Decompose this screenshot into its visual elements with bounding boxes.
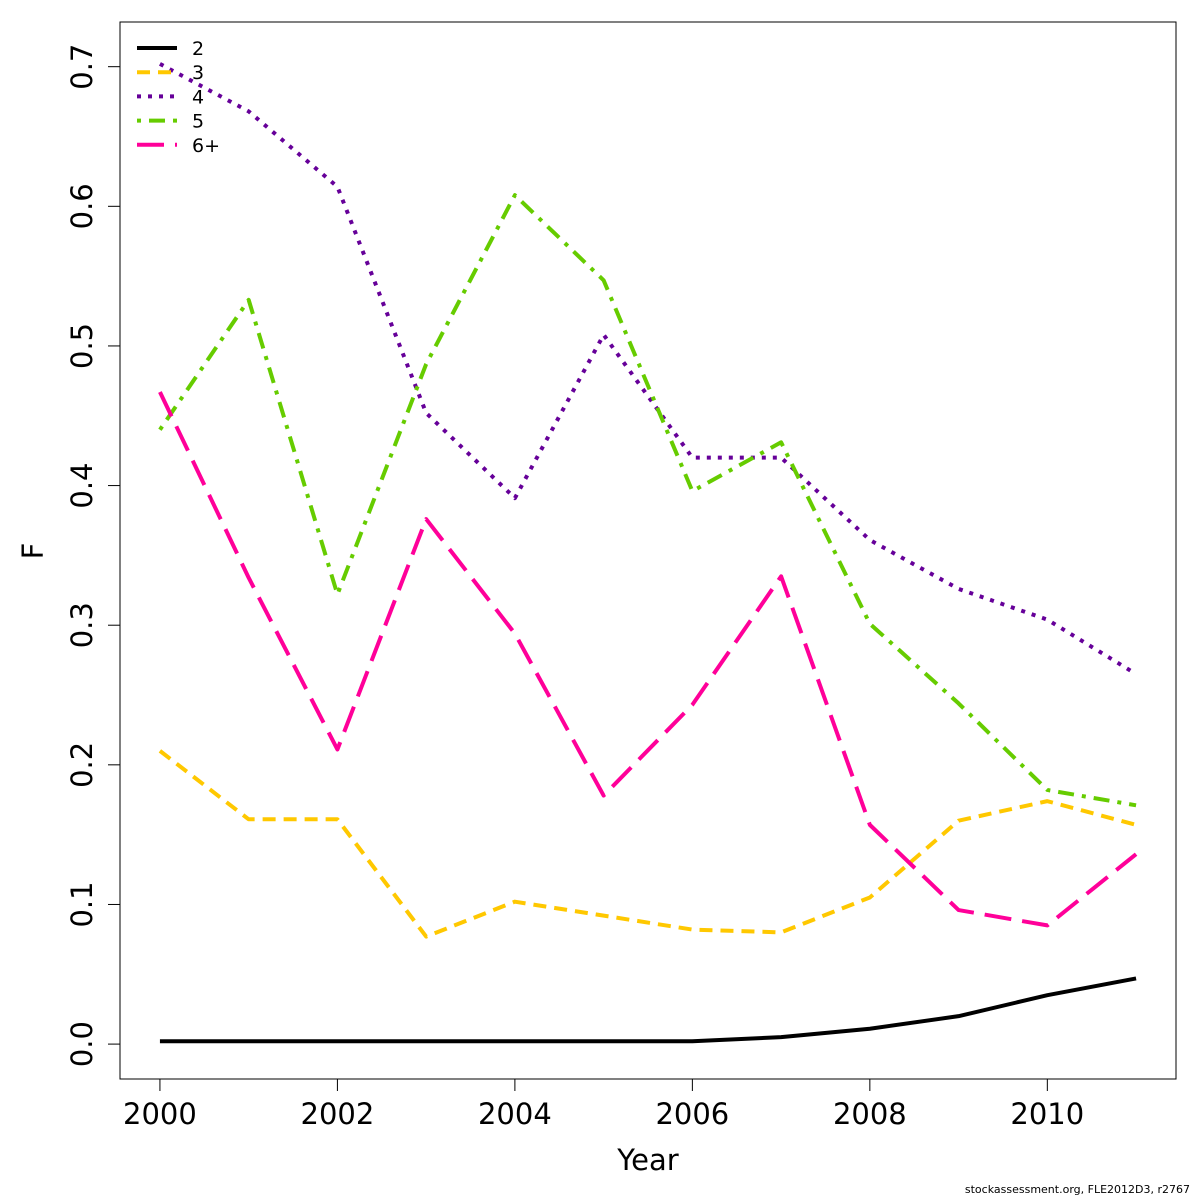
y-tick-label: 0.1 <box>65 881 99 927</box>
legend-label: 2 <box>192 38 204 60</box>
x-tick-label: 2010 <box>1010 1097 1084 1131</box>
y-tick-label: 0.4 <box>65 463 99 509</box>
series-line-2 <box>159 976 1137 1044</box>
y-tick-label: 0.3 <box>65 602 99 648</box>
x-axis: 2000 2002 2004 2006 2008 2010 <box>123 1078 1084 1131</box>
legend-label: 3 <box>192 62 204 84</box>
y-tick-label: 0.2 <box>65 742 99 788</box>
legend-label: 6+ <box>192 135 220 157</box>
legend-label: 4 <box>192 86 204 108</box>
y-tick-label: 0.6 <box>65 183 99 229</box>
footer-credit: stockassessment.org, FLE2012D3, r2767 <box>964 1183 1190 1196</box>
series-line-3 <box>158 749 1137 939</box>
series-line-4 <box>158 62 1138 676</box>
y-axis-label: F <box>16 543 50 560</box>
plot-frame <box>119 21 1177 1080</box>
y-tick-label: 0.0 <box>65 1021 99 1067</box>
x-axis-label: Year <box>616 1143 678 1177</box>
series-line-6plus <box>158 391 1138 928</box>
y-axis: 0.0 0.1 0.2 0.3 0.4 0.5 0.6 0.7 <box>65 44 121 1067</box>
x-tick-label: 2000 <box>123 1097 197 1131</box>
x-tick-label: 2008 <box>833 1097 907 1131</box>
series-layer <box>158 62 1138 1044</box>
x-tick-label: 2002 <box>301 1097 375 1131</box>
x-tick-label: 2006 <box>655 1097 729 1131</box>
y-tick-label: 0.5 <box>65 323 99 369</box>
x-tick-label: 2004 <box>478 1097 552 1131</box>
y-tick-label: 0.7 <box>65 44 99 90</box>
legend: 234 56+ <box>137 38 220 157</box>
legend-label: 5 <box>192 111 204 133</box>
series-line-5 <box>158 193 1137 808</box>
